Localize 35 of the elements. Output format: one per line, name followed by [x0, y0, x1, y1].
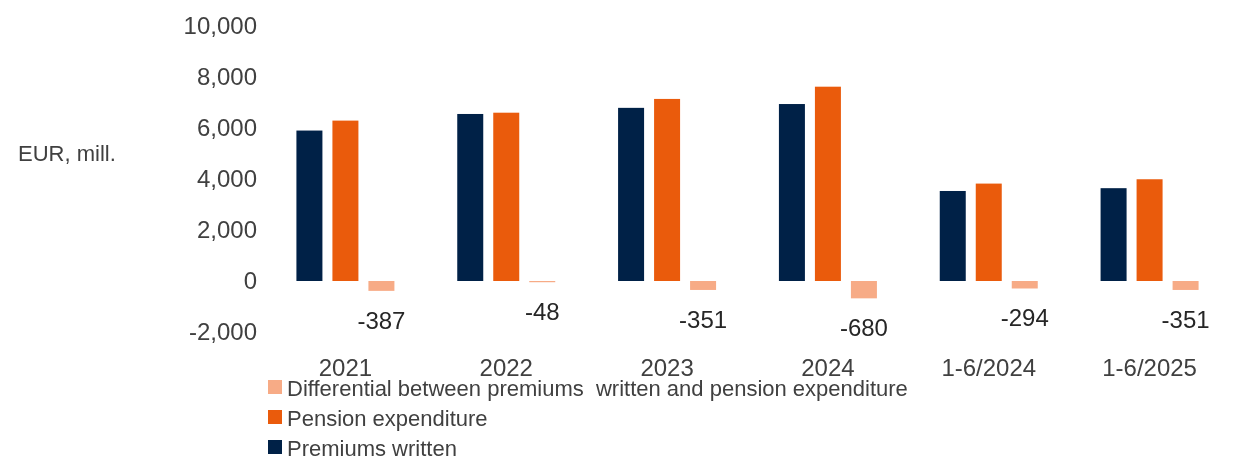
data-label: -351 [679, 305, 728, 333]
bar [778, 104, 805, 281]
y-tick-label: 2,000 [196, 216, 257, 244]
bar [939, 190, 966, 281]
y-tick-label: 4,000 [196, 165, 257, 193]
bar [457, 113, 484, 281]
bar [1136, 179, 1163, 281]
bar [493, 112, 520, 281]
bar [368, 281, 395, 291]
y-tick-label: -2,000 [188, 318, 257, 346]
data-label: -351 [1161, 305, 1210, 333]
x-tick-label: 1-6/2025 [1102, 354, 1197, 381]
data-label: -387 [357, 306, 406, 334]
bar [1172, 281, 1199, 290]
legend-label: Pension expenditure [287, 405, 488, 431]
bar [850, 281, 877, 299]
bar [1100, 188, 1127, 281]
bar [654, 98, 681, 281]
bar [690, 281, 717, 290]
bar [296, 130, 323, 281]
y-tick-label: 10,000 [183, 12, 257, 40]
x-tick-label: 1-6/2024 [941, 354, 1037, 381]
y-tick-label: 0 [243, 267, 257, 295]
bar [975, 183, 1002, 281]
y-tick-label: 8,000 [196, 63, 257, 91]
data-label: -680 [839, 314, 888, 342]
bar [618, 107, 645, 281]
data-label: -294 [1000, 304, 1049, 332]
y-axis-title: EUR, mill. [18, 140, 116, 166]
bar [1011, 281, 1038, 289]
data-label: -48 [524, 298, 560, 326]
y-tick-label: 6,000 [196, 114, 257, 142]
bar [814, 86, 841, 281]
bar [332, 120, 359, 281]
legend-label: Premiums written [287, 435, 457, 461]
